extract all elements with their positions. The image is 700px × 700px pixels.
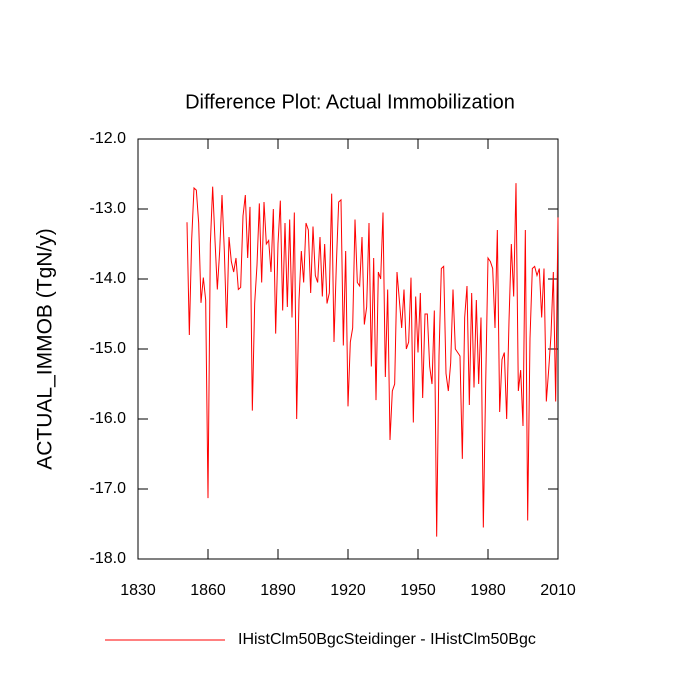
y-tick-label: -17.0 bbox=[90, 480, 127, 497]
x-tick-label: 1890 bbox=[260, 582, 296, 599]
x-tick-label: 1920 bbox=[330, 582, 366, 599]
chart-title: Difference Plot: Actual Immobilization bbox=[185, 91, 515, 113]
y-tick-label: -14.0 bbox=[90, 270, 127, 287]
y-tick-label: -12.0 bbox=[90, 130, 127, 147]
y-tick-label: -18.0 bbox=[90, 550, 127, 567]
legend-label: IHistClm50BgcSteidinger - IHistClm50Bgc bbox=[238, 631, 536, 648]
y-tick-label: -13.0 bbox=[90, 200, 127, 217]
plot-frame bbox=[137, 138, 559, 560]
x-tick-label: 1980 bbox=[470, 582, 506, 599]
data-line bbox=[186, 183, 559, 537]
y-axis-label: ACTUAL_IMMOB (TgN/y) bbox=[34, 228, 57, 470]
y-tick-label: -15.0 bbox=[90, 340, 127, 357]
x-tick-label: 1860 bbox=[190, 582, 226, 599]
x-tick-label: 1830 bbox=[120, 582, 156, 599]
x-tick-label: 2010 bbox=[540, 582, 576, 599]
y-tick-label: -16.0 bbox=[90, 410, 127, 427]
x-tick-label: 1950 bbox=[400, 582, 436, 599]
